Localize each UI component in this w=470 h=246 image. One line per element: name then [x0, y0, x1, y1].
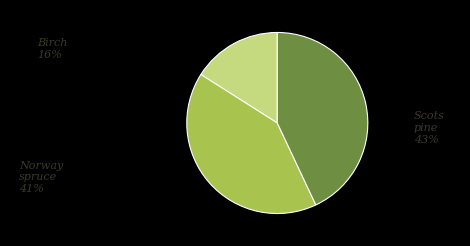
Wedge shape	[277, 32, 368, 205]
Text: Scots
pine
43%: Scots pine 43%	[414, 111, 445, 144]
Wedge shape	[201, 32, 277, 123]
Wedge shape	[187, 75, 316, 214]
Text: Birch
16%: Birch 16%	[38, 38, 68, 60]
Text: Norway
spruce
41%: Norway spruce 41%	[19, 161, 63, 194]
